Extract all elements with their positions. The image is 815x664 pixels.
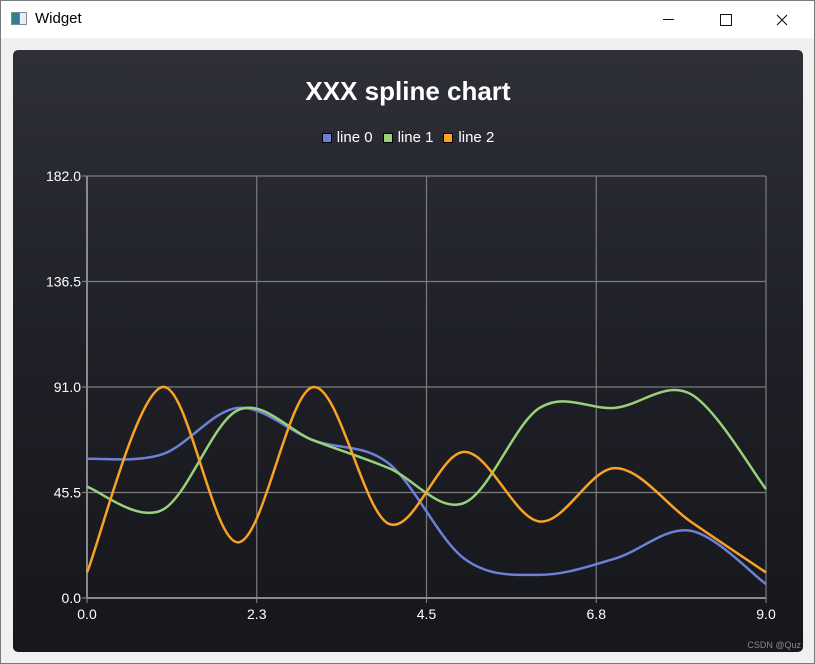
y-tick-label: 45.5 xyxy=(54,485,81,501)
x-tick-label: 0.0 xyxy=(77,606,97,622)
series-line-2 xyxy=(85,385,767,574)
legend-item-line-0[interactable]: line 0 xyxy=(321,129,373,146)
x-tick-label: 9.0 xyxy=(756,606,776,622)
legend-swatch-icon xyxy=(382,132,393,143)
chart-legend: line 0 line 1 line 2 xyxy=(13,129,803,146)
y-tick-label: 91.0 xyxy=(54,379,81,395)
chart-title: XXX spline chart xyxy=(305,76,511,106)
x-tick-label: 6.8 xyxy=(587,606,607,622)
minimize-button[interactable] xyxy=(645,1,691,38)
series-line-0 xyxy=(86,406,767,586)
x-tick-label: 4.5 xyxy=(417,606,437,622)
maximize-icon xyxy=(720,13,732,26)
legend-label: line 1 xyxy=(397,129,434,146)
plot-area: 0.0 2.3 4.5 6.8 9.0 0.0 45.5 91.0 136.5 182.0 xyxy=(46,168,776,622)
y-tick-label: 0.0 xyxy=(62,590,82,606)
chart-view: XXX spline chart line 0 line 1 line 2 0.… xyxy=(13,50,803,652)
legend-item-line-2[interactable]: line 2 xyxy=(443,129,494,146)
legend-label: line 0 xyxy=(336,129,373,146)
minimize-icon xyxy=(662,19,674,20)
close-button[interactable] xyxy=(759,1,805,38)
window-title: Widget xyxy=(35,10,82,27)
watermark: CSDN @Quz xyxy=(747,640,801,650)
legend-label: line 2 xyxy=(458,129,495,146)
title-bar: Widget xyxy=(1,1,814,38)
app-icon xyxy=(11,12,27,25)
maximize-button[interactable] xyxy=(703,1,749,38)
legend-swatch-icon xyxy=(443,132,454,143)
legend-item-line-1[interactable]: line 1 xyxy=(382,129,434,146)
y-tick-label: 182.0 xyxy=(46,168,81,184)
close-icon xyxy=(776,14,788,25)
x-tick-label: 2.3 xyxy=(247,606,267,622)
legend-swatch-icon xyxy=(321,132,332,143)
y-tick-label: 136.5 xyxy=(46,274,81,290)
